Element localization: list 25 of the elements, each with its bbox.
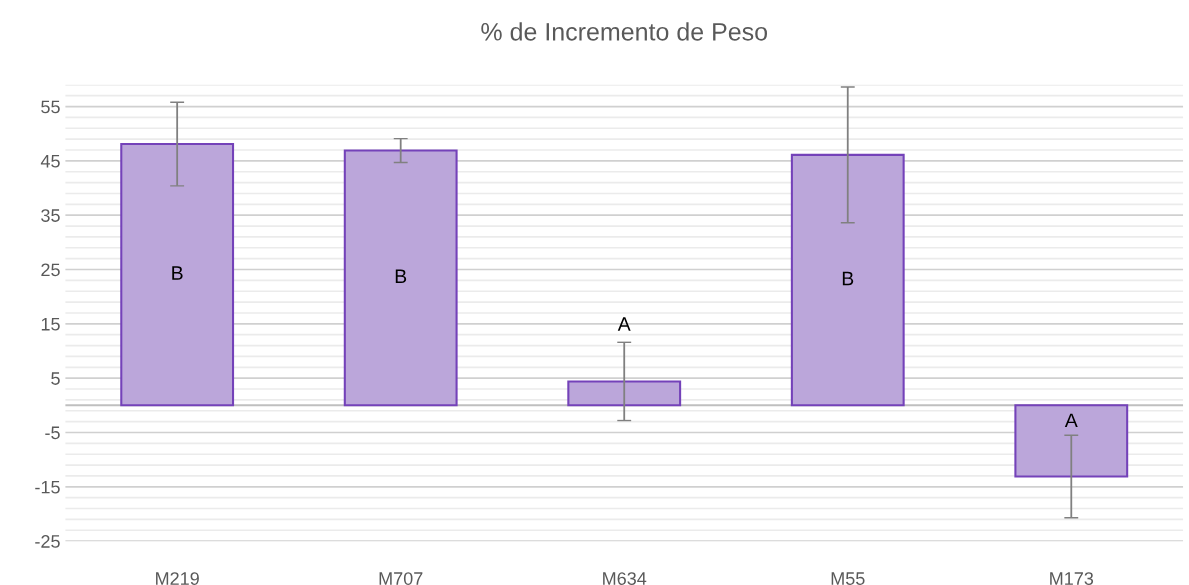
y-tick-label: 45 (40, 155, 60, 168)
annotation: B (172, 266, 183, 280)
bar (790, 153, 905, 407)
x-tick-label: M634 (603, 572, 647, 585)
bar (343, 149, 458, 407)
x-tick-label: M707 (379, 572, 423, 585)
y-tick-label: 35 (41, 209, 60, 222)
y-tick-label: 55 (41, 100, 60, 114)
x-tick-label: M173 (1050, 572, 1094, 585)
bar (1014, 404, 1129, 478)
x-tick-label: M55 (831, 572, 865, 585)
y-tick-label: 25 (41, 263, 60, 277)
y-tick-label: -5 (45, 426, 60, 440)
y-tick-label: -25 (35, 535, 60, 548)
x-tick-label: M219 (156, 572, 199, 585)
y-tick-label: 5 (51, 372, 60, 385)
chart-title: % de Incremento de Peso (481, 22, 768, 41)
annotation: B (842, 271, 854, 286)
y-tick-label: -15 (35, 480, 60, 494)
annotation: A (1064, 413, 1078, 428)
y-tick-label: 15 (41, 317, 60, 331)
bar (567, 380, 682, 407)
annotation: A (617, 317, 631, 331)
bar (120, 143, 235, 407)
annotation: B (395, 269, 407, 283)
